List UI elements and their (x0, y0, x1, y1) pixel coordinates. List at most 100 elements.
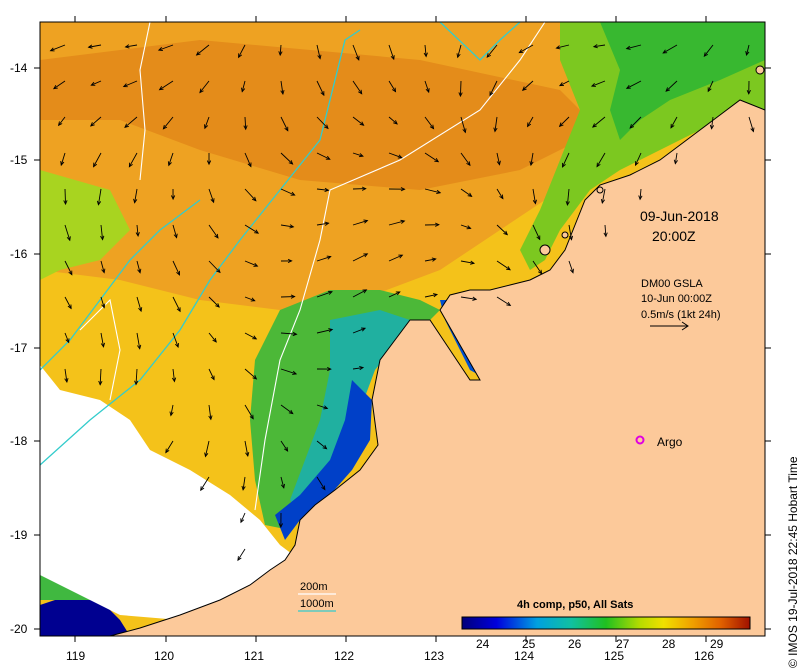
current-arrow-head (603, 232, 608, 238)
current-arrow (237, 548, 246, 561)
island (539, 244, 551, 256)
current-arrow (60, 152, 66, 166)
current-arrow-head (634, 161, 639, 167)
current-arrow (238, 44, 246, 58)
lon-tick: 120 (154, 16, 174, 663)
current-arrow (707, 80, 714, 92)
current-arrow-head (122, 83, 128, 88)
current-arrow-head (158, 86, 164, 91)
current-arrow-head (363, 219, 369, 224)
current-arrow-head (199, 88, 204, 94)
current-arrow-head (289, 224, 295, 229)
current-arrow (136, 296, 142, 312)
current-arrow (604, 224, 607, 237)
current-arrow (205, 440, 210, 457)
current-arrow (352, 289, 367, 298)
current-arrow (746, 44, 750, 56)
current-arrow (527, 116, 534, 127)
current-arrow-head (173, 233, 178, 239)
current-arrow-head (400, 219, 406, 224)
current-arrow-head (670, 123, 675, 129)
current-arrow-head (134, 380, 139, 386)
current-arrow-head (625, 84, 631, 89)
current-arrow-head (358, 89, 363, 95)
svg-text:125: 125 (604, 649, 624, 663)
current-arrow-head (506, 301, 512, 307)
current-arrow-head (254, 229, 260, 234)
current-arrow (424, 188, 441, 194)
current-arrow-head (204, 452, 209, 458)
current-arrow (486, 44, 498, 58)
current-arrow-head (489, 91, 494, 97)
svg-text:119: 119 (66, 649, 85, 663)
current-arrow (496, 224, 508, 235)
current-arrow-head (558, 82, 564, 87)
current-arrow-head (241, 87, 246, 93)
current-arrow-head (252, 375, 258, 380)
current-arrow-head (49, 47, 55, 52)
current-arrow (316, 44, 321, 59)
current-arrow-head (555, 45, 561, 50)
colorbar-tick: 24 (476, 637, 490, 651)
argo-marker[interactable] (635, 435, 645, 445)
current-arrow (532, 224, 541, 240)
current-arrow-head (167, 161, 172, 167)
arrow-scale-label: 0.5m/s (1kt 24h) (641, 309, 720, 321)
current-arrow (316, 476, 326, 490)
current-arrow (280, 188, 295, 196)
current-arrow-head (466, 161, 471, 167)
current-arrow (172, 368, 175, 382)
current-arrow (136, 224, 139, 236)
colorbar: 4h comp, p50, All Sats 24 25 26 27 28 29 (461, 599, 751, 651)
contour-200m-label: 200m (300, 581, 328, 593)
current-arrow-head (206, 160, 212, 166)
current-arrow (460, 188, 472, 197)
current-arrow (626, 80, 642, 89)
current-arrow-head (493, 127, 498, 133)
contour-200m (79, 22, 546, 511)
current-arrow-head (569, 268, 574, 274)
current-arrow-head (60, 161, 65, 167)
current-arrow-head (320, 91, 325, 97)
current-arrow-head (243, 125, 248, 131)
svg-text:-18: -18 (10, 434, 28, 448)
current-arrow (670, 116, 678, 129)
current-arrow-head (169, 411, 174, 417)
current-arrow (168, 152, 174, 166)
current-arrow-head (284, 126, 289, 132)
current-arrow-head (124, 44, 130, 49)
current-arrow (240, 512, 246, 523)
current-arrow-head (592, 123, 597, 128)
contour-1000m (40, 22, 521, 466)
current-arrow (496, 188, 504, 199)
current-arrow-head (176, 270, 180, 276)
current-arrow (241, 80, 246, 92)
current-arrow-head (746, 89, 751, 95)
current-arrow (388, 291, 401, 298)
current-arrow-head (390, 55, 395, 61)
current-arrow (748, 116, 754, 132)
current-arrow (90, 116, 102, 127)
current-arrow (711, 116, 714, 129)
current-arrow-head (707, 87, 712, 93)
current-arrow-head (250, 297, 256, 302)
time-label: 20:00Z (652, 228, 696, 244)
current-arrow (388, 152, 402, 159)
current-arrow (494, 116, 498, 132)
current-arrow (316, 222, 329, 226)
current-arrow-head (596, 162, 601, 168)
current-arrow (159, 80, 174, 91)
current-arrow (244, 188, 257, 202)
current-arrow (460, 116, 466, 133)
current-vectors (49, 44, 755, 562)
current-arrow-head (100, 235, 105, 241)
current-arrow (316, 116, 329, 129)
current-arrow-head (290, 294, 296, 299)
current-arrow (566, 188, 570, 205)
current-arrow (601, 188, 606, 204)
svg-text:126: 126 (694, 649, 714, 663)
current-arrow-head (249, 414, 254, 420)
current-arrow (280, 80, 284, 95)
svg-text:-19: -19 (10, 528, 28, 542)
current-arrow (280, 116, 289, 131)
